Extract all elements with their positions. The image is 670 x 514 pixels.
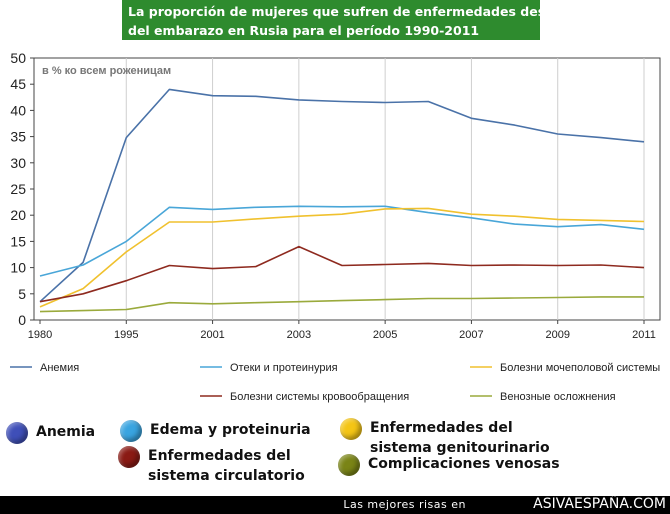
line-chart: 0 5 10 15 20 25 30 35 40 45 50 1980 1995 2001 2003 2005… bbox=[10, 50, 661, 403]
series-line-5 bbox=[39, 296, 644, 313]
legend-dot-anemia bbox=[6, 422, 28, 444]
legend-label-3: Болезни мочеполовой системы bbox=[500, 362, 660, 374]
legend-label-4: Болезни системы кровообращения bbox=[230, 391, 409, 403]
x-tick-label: 2001 bbox=[200, 329, 224, 341]
legend-item-genitourinary: Enfermedades del sistema genitourinario bbox=[340, 418, 550, 458]
y-tick-label: 5 bbox=[18, 286, 26, 302]
legend-label-genitourinary-2: sistema genitourinario bbox=[370, 440, 550, 456]
legend-label-circulatory-1: Enfermedades del bbox=[148, 448, 291, 464]
legend-label-genitourinary-1: Enfermedades del bbox=[370, 420, 513, 436]
legend-dot-edema bbox=[120, 420, 142, 442]
series-line-1 bbox=[39, 88, 645, 303]
legend-label-anemia: Anemia bbox=[36, 424, 96, 440]
x-tick-label: 1995 bbox=[114, 329, 138, 341]
y-tick-label: 25 bbox=[10, 181, 26, 197]
legend-label-circulatory-2: sistema circulatorio bbox=[148, 468, 305, 484]
y-tick-label: 35 bbox=[10, 129, 26, 145]
legend-label-2: Отеки и протеинурия bbox=[230, 362, 338, 374]
x-tick-label: 2009 bbox=[545, 329, 569, 341]
x-tick-label: 2005 bbox=[373, 329, 397, 341]
y-tick-label: 45 bbox=[10, 76, 26, 92]
series-line-3 bbox=[39, 207, 645, 308]
chart-title-banner: La proporción de mujeres que sufren de e… bbox=[122, 0, 579, 40]
legend-label-edema: Edema y proteinuria bbox=[150, 422, 311, 438]
title-line-1: La proporción de mujeres que sufren de e… bbox=[128, 4, 579, 19]
legend-label-5: Венозные осложнения bbox=[500, 391, 616, 403]
y-tick-label: 20 bbox=[10, 207, 26, 223]
legend-item-venous: Complicaciones venosas bbox=[338, 454, 560, 476]
x-tick-label: 2003 bbox=[287, 329, 311, 341]
y-tick-label: 30 bbox=[10, 155, 26, 171]
x-tick-label: 2007 bbox=[459, 329, 483, 341]
y-tick-label: 40 bbox=[10, 102, 26, 118]
legend-item-circulatory: Enfermedades del sistema circulatorio bbox=[118, 446, 305, 486]
legend-label-venous: Complicaciones venosas bbox=[368, 456, 560, 472]
chart-subtitle: в % ко всем роженицам bbox=[42, 65, 171, 77]
footer-brand-link[interactable]: ASIVAESPAÑA.COM bbox=[533, 496, 666, 512]
series-line-4 bbox=[39, 245, 645, 303]
y-tick-label: 0 bbox=[18, 312, 26, 328]
x-tick-label: 1980 bbox=[28, 329, 52, 341]
legend-dot-genitourinary bbox=[340, 418, 362, 440]
legend-label-1: Анемия bbox=[40, 362, 79, 374]
title-line-2: del embarazo en Rusia para el período 19… bbox=[128, 23, 480, 38]
y-tick-label: 10 bbox=[10, 260, 26, 276]
legend-item-anemia: Anemia bbox=[6, 422, 95, 444]
x-tick-label: 2011 bbox=[632, 329, 656, 341]
spanish-legend: Anemia Edema y proteinuria Enfermedades … bbox=[0, 410, 670, 496]
y-tick-label: 50 bbox=[10, 50, 26, 66]
footer-tagline: Las mejores risas en bbox=[343, 498, 466, 511]
legend-dot-circulatory bbox=[118, 446, 140, 468]
legend-item-edema: Edema y proteinuria bbox=[120, 420, 311, 442]
series-line-2 bbox=[39, 205, 645, 277]
footer-bar: Las mejores risas en ASIVAESPAÑA.COM bbox=[0, 496, 670, 514]
y-tick-label: 15 bbox=[10, 233, 26, 249]
legend-dot-venous bbox=[338, 454, 360, 476]
chart-area: 0 5 10 15 20 25 30 35 40 45 50 1980 1995 2001 2003 2005… bbox=[0, 44, 670, 410]
